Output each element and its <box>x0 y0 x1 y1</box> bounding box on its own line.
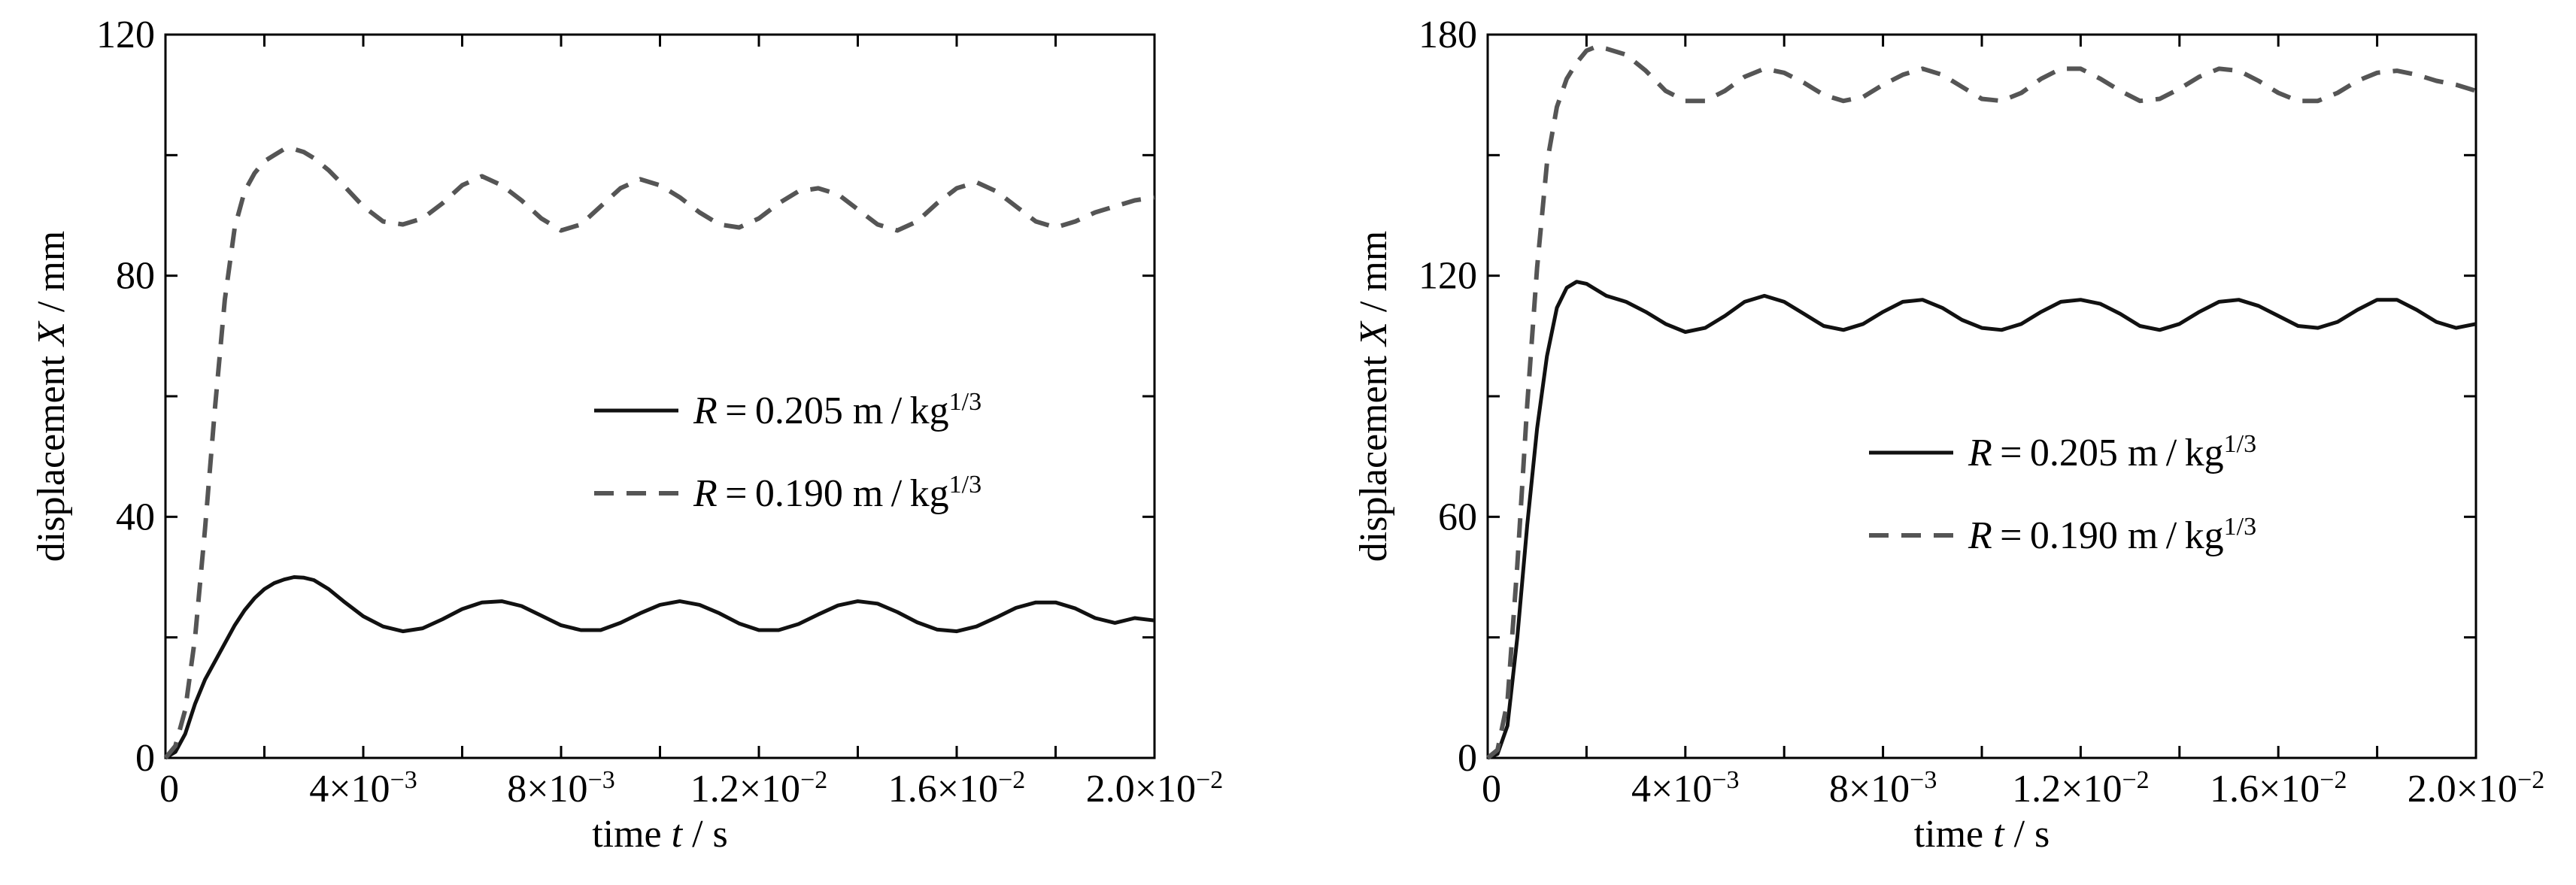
x-tick-label: 4×10−3 <box>1631 766 1740 811</box>
x-tick-label: 2.0×10−2 <box>2408 766 2545 811</box>
x-tick-label: 0 <box>1482 768 1501 811</box>
y-tick-label: 40 <box>116 496 155 538</box>
x-axis-label: time t / s <box>592 813 728 856</box>
y-tick-label: 0 <box>135 737 155 780</box>
series-line-solid <box>164 575 1155 760</box>
series-line-solid <box>1487 280 2477 760</box>
x-tick-label: 1.6×10−2 <box>888 766 1026 811</box>
legend: R = 0.205 m / kg1/3 R = 0.190 m / kg1/3 <box>594 388 982 516</box>
legend: R = 0.205 m / kg1/3 R = 0.190 m / kg1/3 <box>1869 430 2256 558</box>
y-tick-label: 120 <box>96 14 155 56</box>
y-tick-label: 80 <box>116 255 155 298</box>
y-tick-label: 60 <box>1438 496 1477 538</box>
series-line-dashed <box>1486 44 2477 760</box>
legend-label: R = 0.190 m / kg1/3 <box>1968 513 2256 558</box>
legend-label: R = 0.205 m / kg1/3 <box>693 388 982 433</box>
y-axis-label: displacement X / mm <box>30 231 73 562</box>
legend-label: R = 0.190 m / kg1/3 <box>693 471 982 516</box>
x-tick-label: 1.2×10−2 <box>2012 766 2150 811</box>
plot-frame <box>164 33 1156 759</box>
x-tick-label: 0 <box>159 768 179 811</box>
chart-1: 0 4×10−3 8×10−3 1.2×10−2 1.6×10−2 2.0×10−2 0 40… <box>30 14 1223 856</box>
legend-label: R = 0.205 m / kg1/3 <box>1968 430 2256 475</box>
series-line-dashed <box>163 147 1155 759</box>
x-tick-label: 1.6×10−2 <box>2210 766 2347 811</box>
x-axis-label: time t / s <box>1914 813 2050 856</box>
plot-frame <box>1486 33 2477 759</box>
chart-2: 0 4×10−3 8×10−3 1.2×10−2 1.6×10−2 2.0×10−2 0 60… <box>1352 14 2544 856</box>
x-tick-label: 8×10−3 <box>1829 766 1937 811</box>
x-tick-label: 4×10−3 <box>309 766 417 811</box>
y-tick-label: 0 <box>1458 737 1477 780</box>
y-tick-label: 120 <box>1418 255 1477 298</box>
x-tick-label: 2.0×10−2 <box>1086 766 1224 811</box>
x-tick-label: 8×10−3 <box>507 766 615 811</box>
y-tick-label: 180 <box>1418 14 1477 56</box>
x-tick-label: 1.2×10−2 <box>690 766 828 811</box>
y-axis-label: displacement X / mm <box>1352 231 1395 562</box>
